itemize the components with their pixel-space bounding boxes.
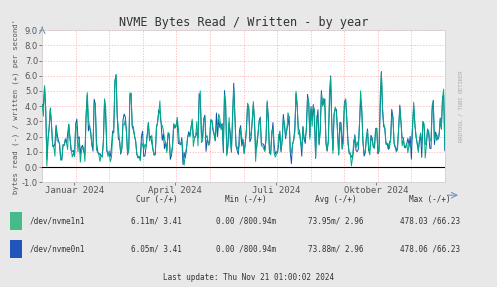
Text: Avg (-/+): Avg (-/+)	[315, 195, 356, 204]
Text: Max (-/+): Max (-/+)	[409, 195, 451, 204]
Text: 0.00 /800.94m: 0.00 /800.94m	[216, 216, 276, 225]
Text: Min (-/+): Min (-/+)	[225, 195, 267, 204]
FancyBboxPatch shape	[10, 240, 22, 259]
Text: 478.06 /66.23: 478.06 /66.23	[400, 245, 460, 254]
Text: 6.11m/ 3.41: 6.11m/ 3.41	[131, 216, 182, 225]
Text: Munin 2.0.73: Munin 2.0.73	[226, 286, 271, 287]
Text: /dev/nvme1n1: /dev/nvme1n1	[30, 216, 85, 225]
Text: 73.88m/ 2.96: 73.88m/ 2.96	[308, 245, 363, 254]
Text: /dev/nvme0n1: /dev/nvme0n1	[30, 245, 85, 254]
Text: 0.00 /800.94m: 0.00 /800.94m	[216, 245, 276, 254]
FancyBboxPatch shape	[10, 212, 22, 230]
Text: RRDTOOL / TOBI OETIKER: RRDTOOL / TOBI OETIKER	[458, 70, 464, 142]
Title: NVME Bytes Read / Written - by year: NVME Bytes Read / Written - by year	[119, 16, 368, 29]
Text: 73.95m/ 2.96: 73.95m/ 2.96	[308, 216, 363, 225]
Text: 6.05m/ 3.41: 6.05m/ 3.41	[131, 245, 182, 254]
Text: Cur (-/+): Cur (-/+)	[136, 195, 177, 204]
Text: Last update: Thu Nov 21 01:00:02 2024: Last update: Thu Nov 21 01:00:02 2024	[163, 273, 334, 282]
Y-axis label: bytes read (-) / written (+) per second': bytes read (-) / written (+) per second'	[13, 19, 19, 194]
Text: 478.03 /66.23: 478.03 /66.23	[400, 216, 460, 225]
